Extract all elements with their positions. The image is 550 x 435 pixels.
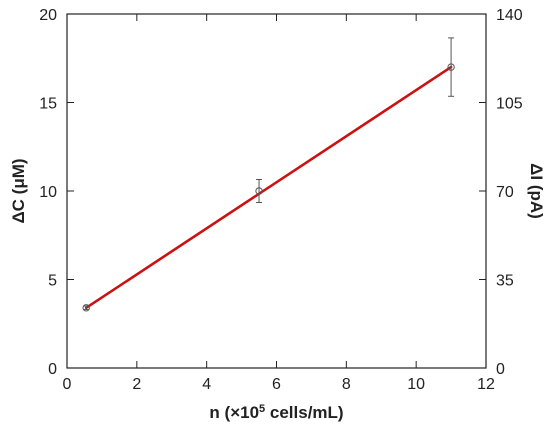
x-title-times: × [230,403,240,422]
y-right-tick-label: 35 [496,273,514,290]
y-left-tick-label: 0 [48,361,57,378]
y-right-tick-label: 0 [496,361,505,378]
x-tick-label: 10 [407,376,425,393]
fit-line [84,65,453,310]
y-right-tick-label: 70 [496,184,514,201]
y-right-tick-label: 105 [496,96,523,113]
x-title-base: 10 [240,403,259,422]
data-point [82,304,90,312]
plot-frame [66,13,487,369]
x-title-suffix: cells/mL) [265,403,343,422]
y-left-tick-label: 10 [39,184,57,201]
x-tick-label: 2 [132,376,141,393]
y-left-tick-label: 20 [39,7,57,24]
x-tick-label: 12 [477,376,495,393]
y-right-axis-title: ΔI (pA) [527,163,546,219]
x-title-prefix: n ( [209,403,230,422]
x-axis-title: n (×105 cells/mL) [209,403,343,422]
x-tick-label: 0 [63,376,72,393]
labels: ΔC (μM) ΔI (pA) n (×105 cells/mL) [9,158,546,422]
y-left-tick-label: 5 [48,273,57,290]
x-tick-label: 4 [202,376,211,393]
x-title-exponent: 5 [259,403,265,415]
data-point [447,63,455,71]
y-left-axis-title: ΔC (μM) [9,158,28,223]
data-point [255,187,263,195]
x-tick-label: 6 [272,376,281,393]
y-left-tick-label: 15 [39,96,57,113]
y-right-tick-label: 140 [496,7,523,24]
data-layer [82,37,455,312]
x-tick-label: 8 [342,376,351,393]
